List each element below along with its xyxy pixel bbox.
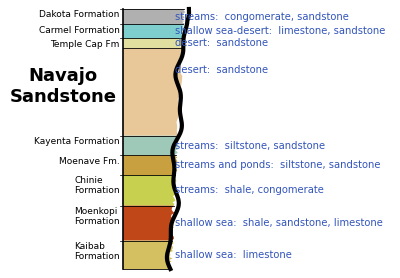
Text: desert:  sandstone: desert: sandstone bbox=[176, 38, 268, 48]
Polygon shape bbox=[123, 38, 184, 48]
Polygon shape bbox=[123, 155, 178, 175]
Text: Kayenta Formation: Kayenta Formation bbox=[34, 137, 120, 146]
Text: Moenkopi
Formation: Moenkopi Formation bbox=[74, 207, 120, 226]
Text: shallow sea-desert:  limestone, sandstone: shallow sea-desert: limestone, sandstone bbox=[176, 26, 386, 36]
Text: desert:  sandstone: desert: sandstone bbox=[176, 65, 268, 75]
Polygon shape bbox=[123, 48, 182, 136]
Text: Navajo
Sandstone: Navajo Sandstone bbox=[10, 67, 116, 106]
Polygon shape bbox=[123, 136, 178, 155]
Polygon shape bbox=[123, 175, 176, 206]
Text: Moenave Fm.: Moenave Fm. bbox=[59, 157, 120, 166]
Text: Dakota Formation: Dakota Formation bbox=[40, 10, 120, 19]
Text: shallow sea:  limestone: shallow sea: limestone bbox=[176, 250, 292, 260]
Text: streams:  shale, congomerate: streams: shale, congomerate bbox=[176, 185, 324, 195]
Polygon shape bbox=[123, 24, 185, 38]
Text: Carmel Formation: Carmel Formation bbox=[39, 26, 120, 35]
Text: streams and ponds:  siltstone, sandstone: streams and ponds: siltstone, sandstone bbox=[176, 160, 381, 170]
Text: streams:  congomerate, sandstone: streams: congomerate, sandstone bbox=[176, 12, 349, 22]
Text: Kaibab
Formation: Kaibab Formation bbox=[74, 242, 120, 261]
Polygon shape bbox=[123, 9, 186, 24]
Text: shallow sea:  shale, sandstone, limestone: shallow sea: shale, sandstone, limestone bbox=[176, 218, 383, 228]
Text: Temple Cap Fm: Temple Cap Fm bbox=[50, 40, 120, 49]
Polygon shape bbox=[123, 240, 174, 269]
Text: streams:  siltstone, sandstone: streams: siltstone, sandstone bbox=[176, 141, 326, 151]
Polygon shape bbox=[123, 206, 174, 240]
Text: Chinie
Formation: Chinie Formation bbox=[74, 177, 120, 195]
